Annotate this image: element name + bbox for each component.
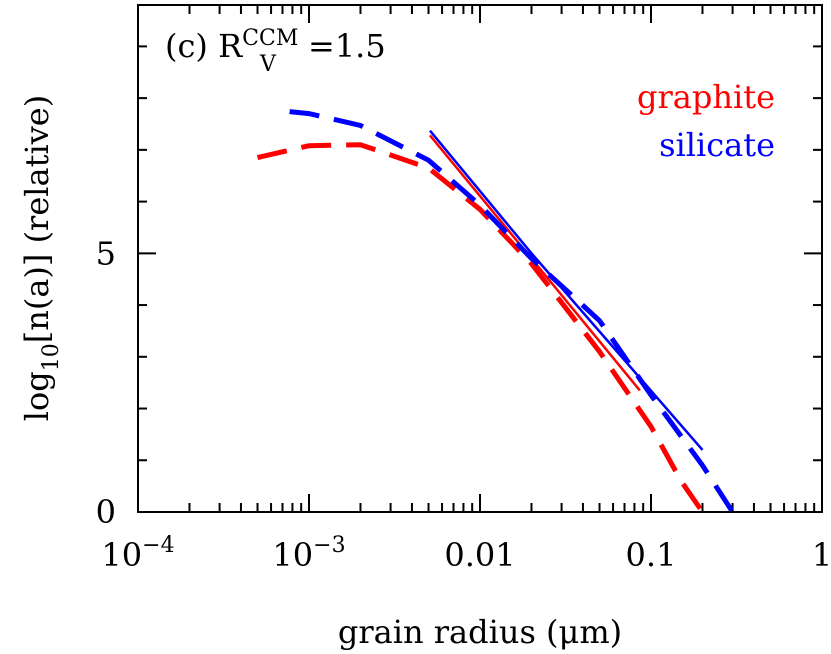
series-curve [256,142,705,514]
x-tick-label: 10−3 [272,533,345,574]
annotation-sup: CCM [242,26,298,51]
y-tick-label: 5 [96,234,116,272]
fit-line [429,129,704,451]
y-axis-label-rest: [n(a)] (relative) [18,95,56,343]
annotation-suffix: =1.5 [308,27,386,65]
y-axis-label-main: log [18,371,56,421]
x-tick-label-base: 10 [101,536,142,574]
x-tick-label-base: 0.01 [444,536,515,574]
x-tick-label-base: 10 [272,536,313,574]
y-tick-label: 0 [96,493,116,531]
y-axis-label-sub: 10 [39,343,64,371]
y-axis-label: log10[n(a)] (relative) [18,95,64,421]
legend-label: graphite [637,78,775,116]
x-tick-label-base: 1 [812,536,831,574]
annotation-sub: V [259,52,277,77]
x-tick-label: 0.01 [444,536,515,574]
x-tick-label-exponent: −3 [313,533,345,558]
x-tick-label: 1 [812,536,831,574]
annotation: (c) RCCM V =1.5 [165,26,386,77]
series-curve [289,109,735,514]
annotation-prefix: (c) R [165,27,243,65]
x-tick-label-base: 0.1 [626,536,677,574]
x-tick-label: 10−4 [101,533,174,574]
x-tick-label-exponent: −4 [142,533,174,558]
legend-label: silicate [659,126,775,164]
x-axis-label: grain radius (μm) [338,613,622,651]
x-tick-label: 0.1 [626,536,677,574]
